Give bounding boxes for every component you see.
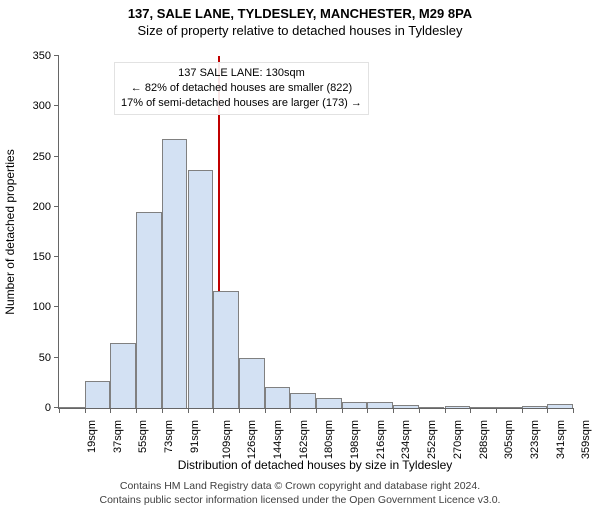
x-tick-mark <box>470 408 471 413</box>
x-tick-mark <box>188 408 189 413</box>
x-tick-label: 126sqm <box>246 420 258 459</box>
histogram-bar <box>85 381 111 408</box>
x-tick-mark <box>290 408 291 413</box>
footer-line-2: Contains public sector information licen… <box>0 494 600 507</box>
y-tick-label: 350 <box>33 50 59 62</box>
x-tick-mark <box>110 408 111 413</box>
histogram-bar <box>342 402 368 408</box>
histogram-bar <box>239 358 265 408</box>
x-tick-label: 73sqm <box>163 420 175 453</box>
y-tick-label: 200 <box>33 201 59 213</box>
histogram-bar <box>470 407 496 408</box>
annotation-line-3: 17% of semi-detached houses are larger (… <box>121 96 362 111</box>
histogram-bar <box>419 407 445 408</box>
y-tick-label: 300 <box>33 100 59 112</box>
y-tick-mark <box>54 256 59 257</box>
x-tick-label: 288sqm <box>478 420 490 459</box>
x-axis-label: Distribution of detached houses by size … <box>58 458 572 472</box>
x-tick-label: 109sqm <box>221 420 233 459</box>
x-tick-label: 198sqm <box>349 420 361 459</box>
x-tick-mark <box>419 408 420 413</box>
y-tick-mark <box>54 55 59 56</box>
y-tick-label: 100 <box>33 301 59 313</box>
annotation-line-1: 137 SALE LANE: 130sqm <box>121 66 362 81</box>
y-tick-label: 50 <box>39 352 59 364</box>
plot-area: 137 SALE LANE: 130sqm ← 82% of detached … <box>58 56 573 409</box>
histogram-bar <box>445 406 471 408</box>
x-tick-label: 180sqm <box>323 420 335 459</box>
annotation-line-2: ← 82% of detached houses are smaller (82… <box>121 81 362 96</box>
histogram-bar <box>162 139 188 408</box>
x-tick-label: 323sqm <box>529 420 541 459</box>
x-tick-mark <box>393 408 394 413</box>
x-tick-mark <box>316 408 317 413</box>
histogram-bar <box>522 406 548 408</box>
y-tick-mark <box>54 357 59 358</box>
x-tick-label: 234sqm <box>401 420 413 459</box>
x-tick-mark <box>342 408 343 413</box>
x-tick-mark <box>367 408 368 413</box>
x-tick-label: 252sqm <box>426 420 438 459</box>
x-tick-label: 162sqm <box>298 420 310 459</box>
x-tick-label: 55sqm <box>137 420 149 453</box>
histogram-bar <box>110 343 136 408</box>
histogram-bar <box>496 407 522 408</box>
y-tick-label: 0 <box>45 402 59 414</box>
x-tick-mark <box>136 408 137 413</box>
x-tick-mark <box>573 408 574 413</box>
y-tick-mark <box>54 206 59 207</box>
x-tick-mark <box>547 408 548 413</box>
x-tick-label: 359sqm <box>580 420 592 459</box>
x-tick-mark <box>213 408 214 413</box>
footer-line-1: Contains HM Land Registry data © Crown c… <box>0 480 600 494</box>
histogram-bar <box>265 387 291 408</box>
x-tick-mark <box>265 408 266 413</box>
y-tick-mark <box>54 306 59 307</box>
histogram-bar <box>316 398 342 408</box>
x-tick-label: 216sqm <box>375 420 387 459</box>
y-tick-label: 250 <box>33 151 59 163</box>
x-tick-label: 144sqm <box>272 420 284 459</box>
chart-container: 137, SALE LANE, TYLDESLEY, MANCHESTER, M… <box>0 6 600 506</box>
x-tick-mark <box>522 408 523 413</box>
histogram-bar <box>290 393 316 408</box>
annotation-box: 137 SALE LANE: 130sqm ← 82% of detached … <box>114 62 369 115</box>
chart-title-main: 137, SALE LANE, TYLDESLEY, MANCHESTER, M… <box>0 6 600 21</box>
x-tick-mark <box>445 408 446 413</box>
chart-title-sub: Size of property relative to detached ho… <box>0 23 600 38</box>
x-tick-label: 19sqm <box>86 420 98 453</box>
histogram-bar <box>367 402 393 408</box>
x-tick-mark <box>59 408 60 413</box>
x-tick-label: 341sqm <box>555 420 567 459</box>
x-tick-label: 305sqm <box>503 420 515 459</box>
y-tick-mark <box>54 105 59 106</box>
x-tick-mark <box>239 408 240 413</box>
histogram-bar <box>213 291 239 408</box>
y-tick-label: 150 <box>33 251 59 263</box>
y-axis-label: Number of detached properties <box>3 149 17 314</box>
x-tick-label: 91sqm <box>189 420 201 453</box>
footer-text: Contains HM Land Registry data © Crown c… <box>0 480 600 507</box>
histogram-bar <box>547 404 573 408</box>
x-tick-mark <box>85 408 86 413</box>
histogram-bar <box>188 170 214 408</box>
y-tick-mark <box>54 156 59 157</box>
x-tick-mark <box>496 408 497 413</box>
x-tick-label: 37sqm <box>112 420 124 453</box>
histogram-bar <box>59 407 85 408</box>
x-tick-mark <box>162 408 163 413</box>
x-tick-label: 270sqm <box>452 420 464 459</box>
histogram-bar <box>393 405 419 408</box>
histogram-bar <box>136 212 162 408</box>
